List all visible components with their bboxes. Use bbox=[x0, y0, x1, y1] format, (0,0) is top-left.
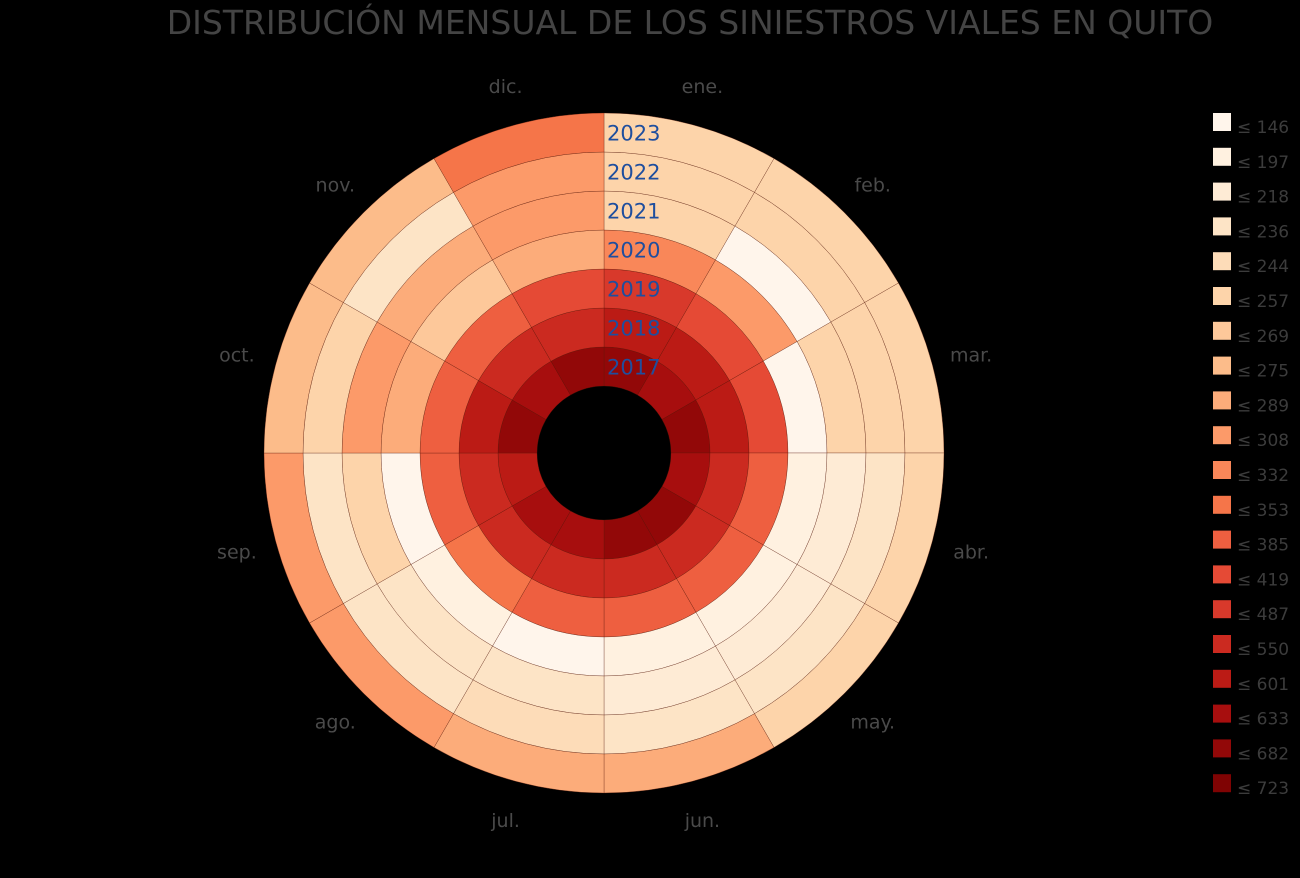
year-label: 2017 bbox=[607, 356, 660, 380]
legend-label: ≤ 550 bbox=[1237, 640, 1289, 660]
legend-swatch bbox=[1213, 600, 1231, 619]
legend: ≤ 146 ≤ 197 ≤ 218 ≤ 236 ≤ 244 ≤ 257 ≤ 269 ≤ 275… bbox=[1213, 113, 1289, 799]
legend-label: ≤ 723 bbox=[1237, 779, 1289, 799]
chart-title: DISTRIBUCIÓN MENSUAL DE LOS SINIESTROS V… bbox=[167, 2, 1214, 42]
legend-swatch bbox=[1213, 391, 1231, 410]
legend-label: ≤ 487 bbox=[1237, 605, 1289, 625]
year-label: 2023 bbox=[607, 122, 660, 146]
year-label: 2021 bbox=[607, 200, 660, 224]
legend-swatch bbox=[1213, 356, 1231, 375]
legend-label: ≤ 269 bbox=[1237, 327, 1289, 347]
legend-swatch bbox=[1213, 461, 1231, 479]
year-labels: 2017 2018 2019 2020 2021 2022 2023 bbox=[607, 122, 660, 380]
month-label: dic. bbox=[489, 76, 523, 98]
legend-swatch bbox=[1213, 217, 1231, 236]
month-label: mar. bbox=[950, 345, 992, 367]
month-label: ago. bbox=[315, 712, 356, 734]
year-label: 2018 bbox=[607, 317, 660, 341]
legend-label: ≤ 633 bbox=[1237, 710, 1289, 730]
legend-swatch bbox=[1213, 321, 1231, 340]
month-label: sep. bbox=[217, 541, 257, 563]
legend-swatch bbox=[1213, 113, 1231, 131]
legend-label: ≤ 332 bbox=[1237, 466, 1289, 486]
legend-label: ≤ 236 bbox=[1237, 222, 1289, 242]
legend-label: ≤ 197 bbox=[1237, 153, 1289, 173]
year-label: 2020 bbox=[607, 239, 660, 263]
legend-swatch bbox=[1213, 739, 1231, 758]
month-label: abr. bbox=[953, 541, 989, 563]
legend-label: ≤ 289 bbox=[1237, 396, 1289, 416]
legend-swatch bbox=[1213, 635, 1231, 653]
month-labels: ene. feb. mar. abr. may. jun. jul. ago. sep. oct.… bbox=[217, 76, 992, 832]
legend-swatch bbox=[1213, 252, 1231, 271]
legend-swatch bbox=[1213, 704, 1231, 723]
year-label: 2022 bbox=[607, 161, 660, 185]
legend-label: ≤ 146 bbox=[1237, 118, 1289, 138]
month-label: ene. bbox=[682, 76, 723, 98]
heatmap-rings bbox=[263, 112, 945, 794]
legend-label: ≤ 218 bbox=[1237, 188, 1289, 208]
year-label: 2019 bbox=[607, 278, 660, 302]
month-label: jun. bbox=[684, 810, 720, 832]
legend-swatch bbox=[1213, 565, 1231, 584]
legend-label: ≤ 257 bbox=[1237, 292, 1289, 312]
month-label: feb. bbox=[854, 174, 890, 196]
legend-label: ≤ 353 bbox=[1237, 501, 1289, 521]
legend-swatch bbox=[1213, 530, 1231, 549]
legend-label: ≤ 682 bbox=[1237, 744, 1289, 764]
legend-label: ≤ 275 bbox=[1237, 362, 1289, 382]
legend-swatch bbox=[1213, 147, 1231, 166]
legend-swatch bbox=[1213, 669, 1231, 688]
legend-swatch bbox=[1213, 495, 1231, 514]
legend-label: ≤ 419 bbox=[1237, 570, 1289, 590]
month-label: may. bbox=[850, 712, 895, 734]
legend-label: ≤ 244 bbox=[1237, 257, 1289, 277]
month-label: oct. bbox=[219, 345, 255, 367]
legend-swatch bbox=[1213, 182, 1231, 201]
legend-label: ≤ 385 bbox=[1237, 536, 1289, 556]
heatmap-cell-2022-12 bbox=[453, 151, 605, 227]
month-label: jul. bbox=[490, 810, 520, 832]
month-label: nov. bbox=[316, 174, 355, 196]
legend-label: ≤ 601 bbox=[1237, 675, 1289, 695]
legend-label: ≤ 308 bbox=[1237, 431, 1289, 451]
legend-swatch bbox=[1213, 287, 1231, 305]
legend-swatch bbox=[1213, 426, 1231, 445]
legend-swatch bbox=[1213, 774, 1231, 793]
